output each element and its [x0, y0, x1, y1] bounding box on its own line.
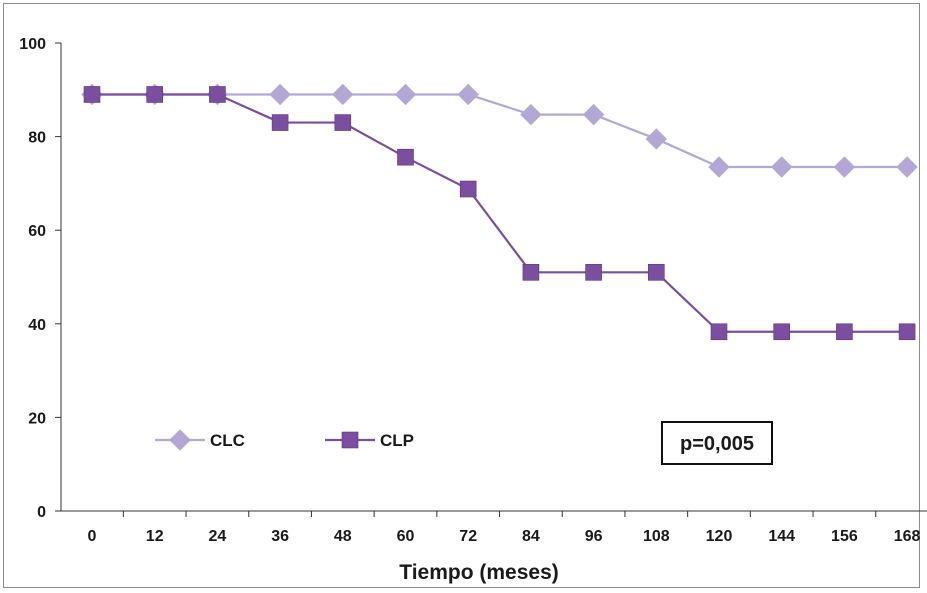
- y-tick-label: 60: [28, 223, 46, 240]
- legend-label-clc: CLC: [210, 431, 245, 450]
- data-point-clc: [708, 156, 730, 178]
- x-axis-title: Tiempo (meses): [399, 561, 559, 584]
- x-tick-label: 60: [397, 528, 415, 545]
- data-point-clc: [457, 83, 479, 106]
- x-tick-label: 84: [522, 528, 540, 545]
- x-tick-label: 156: [831, 528, 858, 545]
- y-tick-label: 0: [37, 504, 46, 521]
- data-point-clp: [271, 114, 289, 131]
- p-value-annotation: p=0,005: [661, 421, 773, 465]
- y-tick-label: 40: [28, 317, 46, 334]
- x-tick-label: 36: [271, 528, 289, 545]
- x-tick-label: 0: [88, 528, 97, 545]
- data-point-clp: [898, 323, 916, 341]
- data-point-clp: [585, 264, 602, 281]
- x-tick-label: 108: [643, 528, 670, 545]
- data-point-clp: [209, 86, 226, 103]
- p-value-text: p=0,005: [680, 433, 754, 455]
- p-value-box: [661, 421, 773, 465]
- legend: CLC CLP: [155, 429, 414, 451]
- series-line-clp: [92, 93, 908, 333]
- x-tick-label: 12: [146, 528, 164, 545]
- data-point-clp: [83, 86, 101, 103]
- axis-ticks: 0 20 40 60 80 100 0 12 24 36 48 60 72 84 96 108 120 144 15…: [19, 36, 921, 545]
- data-point-clp: [334, 114, 352, 131]
- series-clc: [81, 83, 918, 178]
- data-point-clc: [332, 83, 354, 106]
- data-point-clc: [896, 156, 918, 178]
- series-layer: [81, 83, 918, 341]
- data-point-clp: [647, 264, 665, 281]
- data-point-clc: [833, 156, 856, 178]
- data-point-clp: [836, 323, 853, 341]
- data-point-clc: [520, 103, 542, 126]
- legend-label-clp: CLP: [380, 431, 414, 450]
- data-point-clc: [394, 83, 417, 106]
- series-line-clc: [92, 93, 908, 169]
- data-point-clp: [710, 323, 728, 341]
- x-tick-label: 120: [706, 528, 733, 545]
- data-point-clc: [269, 83, 291, 106]
- x-tick-label: 144: [768, 528, 795, 545]
- data-point-clc: [582, 103, 605, 126]
- legend-marker-clc: [169, 429, 191, 451]
- x-tick-label: 48: [334, 528, 352, 545]
- data-point-clc: [645, 128, 668, 150]
- series-clp: [83, 86, 916, 341]
- y-tick-label: 100: [19, 36, 46, 53]
- data-point-clc: [770, 156, 793, 178]
- legend-marker-clp: [341, 431, 359, 449]
- x-tick-label: 96: [585, 528, 603, 545]
- data-point-clp: [146, 86, 163, 103]
- data-point-clp: [522, 264, 540, 281]
- y-tick-label: 20: [28, 410, 46, 427]
- data-point-clp: [459, 180, 477, 198]
- x-tick-label: 72: [459, 528, 477, 545]
- y-tick-label: 80: [28, 130, 46, 147]
- x-tick-label: 168: [894, 528, 921, 545]
- data-point-clp: [773, 323, 791, 341]
- data-point-clp: [397, 148, 414, 166]
- x-tick-label: 24: [209, 528, 227, 545]
